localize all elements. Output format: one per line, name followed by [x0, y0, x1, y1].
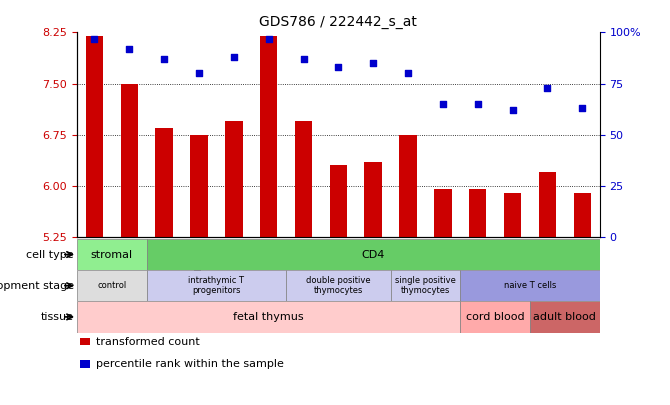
Text: percentile rank within the sample: percentile rank within the sample: [96, 359, 283, 369]
Bar: [155, 128, 173, 237]
Text: adult blood: adult blood: [533, 312, 596, 322]
Point: [403, 70, 413, 77]
Point: [124, 45, 135, 52]
Bar: [469, 189, 486, 237]
Bar: [77, 301, 460, 333]
Text: cord blood: cord blood: [466, 312, 525, 322]
Text: development stage: development stage: [0, 281, 74, 291]
Bar: [460, 270, 600, 301]
Point: [333, 64, 344, 70]
Text: cell type: cell type: [26, 249, 74, 260]
Bar: [434, 189, 452, 237]
Bar: [147, 270, 286, 301]
Bar: [77, 270, 147, 301]
Bar: [539, 172, 556, 237]
Text: intrathymic T
progenitors: intrathymic T progenitors: [188, 276, 245, 295]
Bar: [530, 301, 600, 333]
Bar: [86, 36, 103, 237]
Point: [194, 70, 204, 77]
Point: [89, 35, 100, 42]
Bar: [260, 36, 277, 237]
Point: [368, 60, 379, 66]
Text: transformed count: transformed count: [96, 337, 200, 347]
Bar: [225, 121, 243, 237]
Text: tissue: tissue: [41, 312, 74, 322]
Point: [542, 84, 553, 91]
Bar: [295, 121, 312, 237]
Point: [472, 101, 483, 107]
Bar: [77, 239, 147, 270]
Text: double positive
thymocytes: double positive thymocytes: [306, 276, 371, 295]
Title: GDS786 / 222442_s_at: GDS786 / 222442_s_at: [259, 15, 417, 29]
Bar: [460, 301, 530, 333]
Point: [438, 101, 448, 107]
Text: stromal: stromal: [91, 249, 133, 260]
Text: CD4: CD4: [362, 249, 385, 260]
Bar: [121, 83, 138, 237]
Text: control: control: [97, 281, 127, 290]
Bar: [504, 193, 521, 237]
Bar: [330, 165, 347, 237]
Text: fetal thymus: fetal thymus: [233, 312, 304, 322]
Bar: [574, 193, 591, 237]
Point: [263, 35, 274, 42]
Point: [159, 56, 170, 62]
Point: [577, 105, 588, 111]
Bar: [364, 162, 382, 237]
Bar: [399, 134, 417, 237]
Bar: [286, 270, 391, 301]
Bar: [391, 270, 460, 301]
Point: [228, 54, 239, 60]
Text: single positive
thymocytes: single positive thymocytes: [395, 276, 456, 295]
Point: [298, 56, 309, 62]
Bar: [190, 134, 208, 237]
Point: [507, 107, 518, 113]
Bar: [147, 239, 600, 270]
Text: naive T cells: naive T cells: [504, 281, 556, 290]
